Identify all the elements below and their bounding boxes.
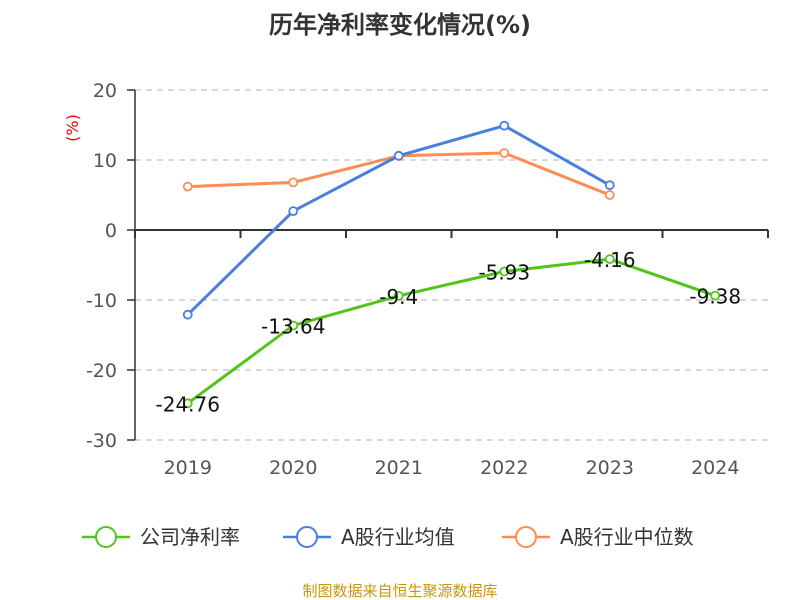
- data-label: -9.38: [689, 285, 741, 309]
- legend-label: A股行业均值: [341, 525, 455, 549]
- x-tick-label: 2021: [375, 457, 423, 479]
- data-point: [499, 148, 510, 158]
- data-point: [182, 309, 193, 320]
- y-tick-label: 20: [93, 80, 117, 102]
- legend-marker-icon: [515, 526, 537, 548]
- data-point: [288, 320, 299, 331]
- y-tick-label: -30: [86, 430, 117, 452]
- x-tick-label: 2020: [269, 457, 317, 479]
- y-tick-label: -20: [86, 360, 117, 382]
- data-point: [182, 398, 193, 409]
- y-tick-label: 10: [93, 150, 117, 172]
- data-label: -4.16: [584, 248, 636, 272]
- legend-label: 公司净利率: [140, 525, 240, 549]
- legend-item[interactable]: A股行业均值: [283, 525, 455, 549]
- data-label: -5.93: [478, 261, 530, 285]
- data-source: 制图数据来自恒生聚源数据库: [302, 582, 497, 600]
- chart-title: 历年净利率变化情况(%): [269, 11, 531, 39]
- data-label: -24.76: [156, 392, 220, 416]
- data-point: [499, 266, 510, 277]
- data-point: [288, 206, 299, 217]
- data-point: [393, 290, 404, 301]
- y-axis-unit: (%): [63, 114, 82, 142]
- legend-marker-icon: [296, 526, 318, 548]
- legend-label: A股行业中位数: [560, 525, 694, 549]
- x-tick-label: 2023: [586, 457, 634, 479]
- x-tick-label: 2019: [164, 457, 212, 479]
- data-point: [288, 177, 299, 188]
- data-point: [393, 150, 404, 161]
- legend-marker-icon: [95, 526, 117, 548]
- data-label: -9.4: [379, 285, 418, 309]
- series-line: [186, 257, 716, 405]
- x-tick-label: 2024: [691, 457, 739, 479]
- x-tick-label: 2022: [480, 457, 528, 479]
- y-tick-label: 0: [105, 220, 117, 242]
- y-tick-label: -10: [86, 290, 117, 312]
- legend-item[interactable]: A股行业中位数: [502, 525, 694, 549]
- data-label: -13.64: [261, 314, 325, 338]
- data-point: [604, 254, 615, 265]
- legend-item[interactable]: 公司净利率: [82, 525, 240, 549]
- data-point: [182, 181, 193, 192]
- data-point: [710, 290, 721, 301]
- data-point: [604, 180, 615, 191]
- data-point: [499, 120, 510, 131]
- data-point: [604, 190, 615, 200]
